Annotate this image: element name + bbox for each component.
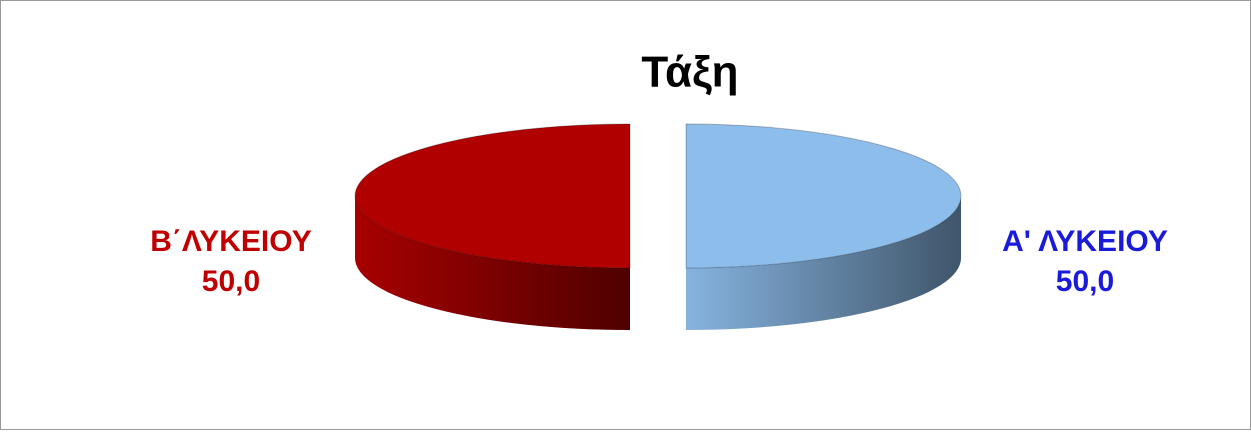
slice <box>685 123 962 269</box>
slice-label: Β΄ΛΥΚΕΙΟΥ <box>150 225 311 258</box>
slice-side-shade <box>686 196 961 330</box>
chart-title: Τάξη <box>641 48 738 97</box>
slice-value-label: 50,0 <box>1056 265 1114 298</box>
slice-label: Α' ΛΥΚΕΙΟΥ <box>1002 225 1168 258</box>
slice-value-label: 50,0 <box>202 265 260 298</box>
slice-side-shade <box>355 196 630 330</box>
slice <box>354 123 631 269</box>
